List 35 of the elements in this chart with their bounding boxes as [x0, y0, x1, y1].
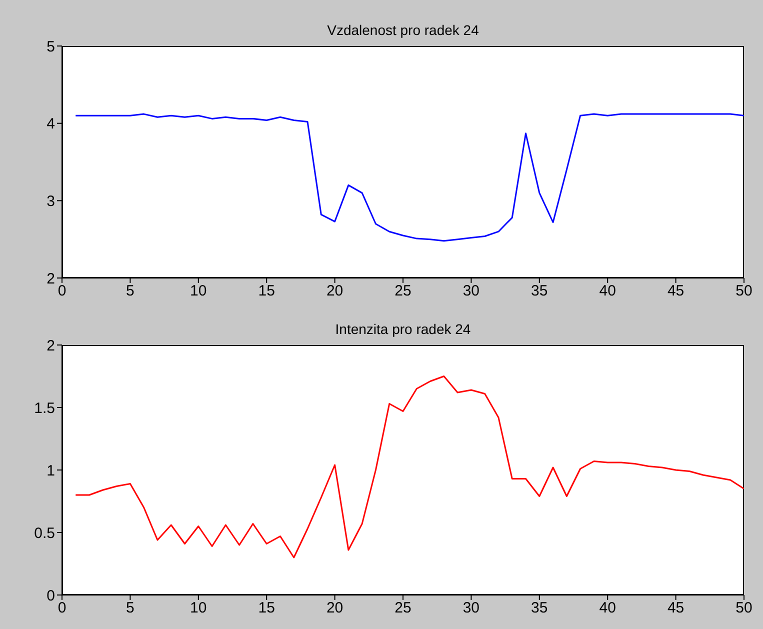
x-tick-label: 5	[126, 282, 134, 300]
y-tick-label: 4	[46, 116, 55, 133]
x-tick-label: 40	[599, 282, 616, 300]
x-tick-label: 45	[667, 600, 684, 617]
y-tick-label: 2	[46, 270, 55, 288]
x-tick-label: 20	[326, 282, 344, 300]
x-tick-label: 50	[736, 282, 752, 300]
x-tick-label: 20	[326, 600, 344, 617]
x-tick-label: 5	[126, 600, 134, 617]
x-tick-label: 0	[58, 282, 66, 300]
x-tick-label: 35	[531, 600, 548, 617]
x-tick-label: 30	[462, 282, 480, 300]
line-series	[74, 376, 744, 558]
y-tick-label: 2	[46, 337, 55, 354]
x-tick-label: 25	[394, 282, 412, 300]
x-tick-label: 15	[258, 600, 275, 617]
chart-title: Vzdalenost pro radek 24	[326, 22, 480, 38]
y-tick-label: 1	[46, 462, 55, 480]
y-tick-label: 1.5	[34, 400, 55, 417]
y-tick-label: 0	[46, 587, 55, 604]
x-tick-label: 10	[190, 600, 207, 617]
y-tick-label: 5	[46, 38, 55, 56]
y-tick-label: 0.5	[34, 524, 55, 542]
chart-title: Intenzita pro radek 24	[334, 321, 472, 337]
x-tick-label: 30	[462, 600, 480, 617]
x-tick-label: 0	[58, 600, 66, 617]
x-tick-label: 40	[599, 600, 616, 617]
x-tick-label: 25	[394, 600, 412, 617]
x-tick-label: 50	[736, 600, 752, 617]
x-tick-label: 45	[667, 282, 684, 300]
x-tick-label: 35	[531, 282, 548, 300]
x-tick-label: 15	[258, 282, 275, 300]
y-tick-label: 3	[46, 192, 55, 210]
x-tick-label: 10	[190, 282, 207, 300]
line-series	[74, 113, 744, 242]
